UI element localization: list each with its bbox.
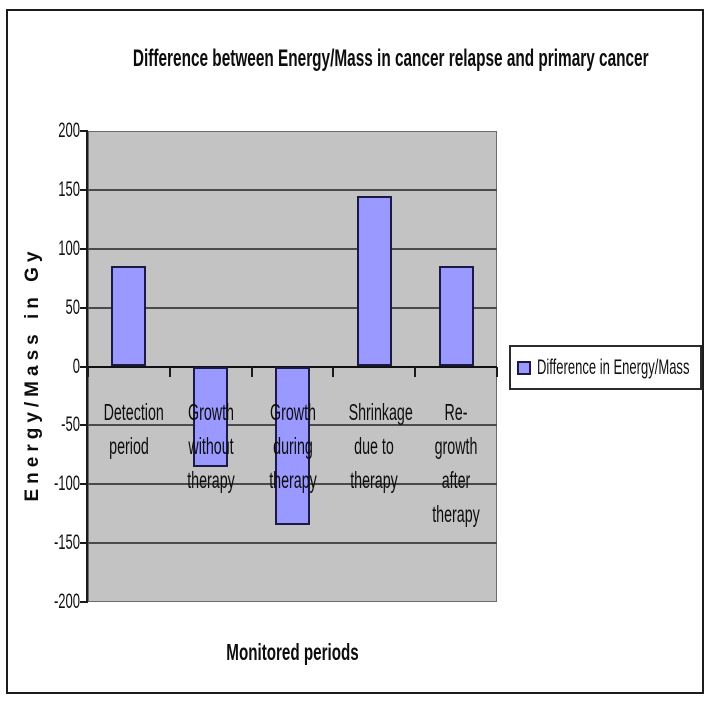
y-tick-label: 150 [58, 177, 80, 201]
y-tick-label: 0 [72, 354, 80, 378]
y-axis-tick [80, 424, 88, 427]
y-axis-tick [80, 188, 88, 191]
gridline [88, 247, 497, 250]
chart-title: Difference between Energy/Mass in cancer… [132, 45, 649, 72]
bar-detection-period [111, 266, 147, 367]
bar-growth-during-therapy [275, 366, 310, 526]
y-tick-label: -150 [53, 531, 80, 555]
y-tick-label: 200 [58, 119, 80, 142]
category-label: Re-growth after therapy [432, 398, 480, 527]
category-label: Growth without therapy [186, 398, 235, 493]
chart-frame: Difference between Energy/Mass in cancer… [6, 9, 704, 694]
x-axis-tick [496, 366, 498, 377]
gridline [88, 306, 497, 309]
gridline [88, 188, 497, 191]
y-tick-label: -100 [53, 472, 80, 496]
x-axis-tick [332, 366, 335, 377]
y-axis-tick [80, 130, 88, 132]
x-axis-tick [250, 366, 253, 377]
legend: Difference in Energy/Mass [509, 345, 702, 390]
bar-re-growth-after-therapy [438, 266, 474, 367]
y-axis-tick [80, 247, 88, 250]
y-tick-label: -50 [61, 413, 80, 437]
gridline [88, 542, 497, 545]
bar-shrinkage-due-to-therapy [356, 195, 392, 367]
bar-growth-without-therapy [193, 366, 229, 467]
y-tick-label: 100 [58, 236, 80, 260]
category-label: Growth during therapy [268, 398, 317, 493]
y-axis-tick [80, 542, 88, 545]
category-label: Detection period [103, 398, 164, 459]
x-axis-tick [168, 366, 171, 377]
y-tick-label: 50 [65, 295, 80, 319]
y-tick-label: -200 [53, 590, 80, 613]
x-axis-tick [414, 366, 417, 377]
legend-label: Difference in Energy/Mass [537, 355, 690, 379]
x-axis-title: Monitored periods [226, 639, 359, 665]
y-axis-tick [80, 601, 88, 603]
y-axis-tick [80, 483, 88, 486]
y-axis-tick [80, 365, 88, 368]
x-axis-tick [87, 366, 89, 377]
category-label: Shrinkage due to therapy [348, 398, 414, 493]
legend-swatch-icon [517, 360, 531, 375]
y-axis-tick [80, 306, 88, 309]
